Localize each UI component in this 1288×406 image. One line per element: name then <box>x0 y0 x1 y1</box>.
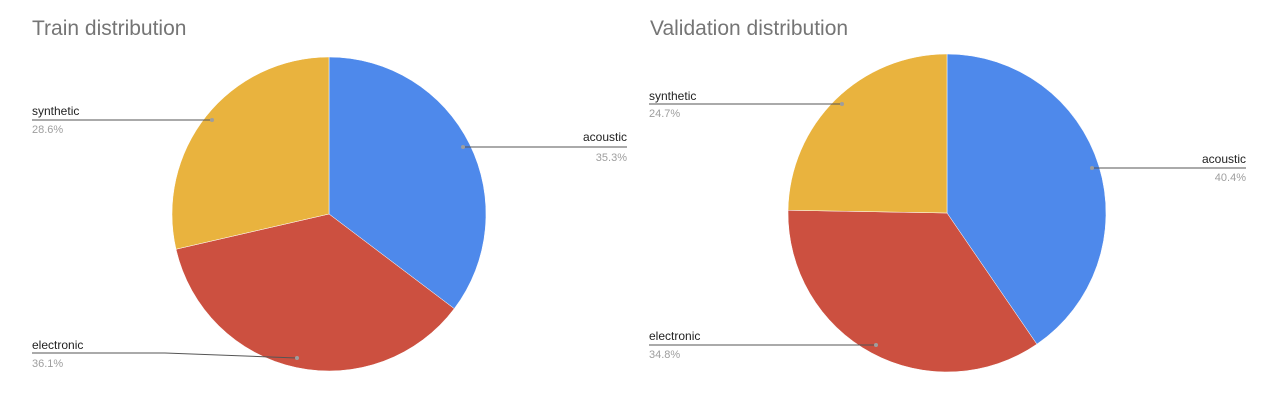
pie-slice-acoustic <box>946 53 1107 345</box>
slice-percent-label: 34.8% <box>649 349 680 361</box>
chart-title: Train distribution <box>32 17 187 40</box>
leader-line <box>32 352 298 359</box>
slice-label-synthetic: synthetic 24.7% <box>649 89 844 120</box>
slice-name-label: electronic <box>32 338 83 352</box>
pie-slice-synthetic <box>171 56 330 250</box>
slice-label-acoustic: acoustic 40.4% <box>1090 152 1246 184</box>
pie-slice-electronic <box>175 213 455 372</box>
slice-name-label: acoustic <box>583 130 627 144</box>
slice-label-electronic: electronic 34.8% <box>649 329 878 361</box>
leader-dot <box>874 343 878 347</box>
slice-percent-label: 35.3% <box>596 152 627 164</box>
train-pie-chart: Train distribution acoustic 35.3% electron… <box>32 17 627 372</box>
slice-label-synthetic: synthetic 28.6% <box>32 104 214 136</box>
slice-label-electronic: electronic 36.1% <box>32 338 299 370</box>
leader-dot <box>461 145 465 149</box>
leader-dot <box>840 102 844 106</box>
slice-name-label: synthetic <box>32 104 79 118</box>
train-pie-svg: acoustic 35.3% electronic 36.1% synthetic 28.… <box>32 56 627 372</box>
validation-pie-svg: acoustic 40.4% electronic 34.8% synthetic 24.… <box>649 53 1246 373</box>
slice-percent-label: 40.4% <box>1215 172 1246 184</box>
slice-label-acoustic: acoustic 35.3% <box>461 130 627 164</box>
slice-name-label: electronic <box>649 329 700 343</box>
slice-name-label: synthetic <box>649 89 696 103</box>
leader-dot <box>295 356 299 360</box>
pie-slice-electronic <box>787 209 1038 373</box>
pie-slice-synthetic <box>787 53 948 214</box>
slice-percent-label: 36.1% <box>32 358 63 370</box>
leader-dot <box>1090 166 1094 170</box>
validation-pie-chart: Validation distribution acoustic 40.4% ele… <box>644 0 1288 406</box>
slice-percent-label: 28.6% <box>32 124 63 136</box>
chart-title: Validation distribution <box>650 17 849 40</box>
pie-slice-acoustic <box>328 56 487 310</box>
slice-percent-label: 24.7% <box>649 108 680 120</box>
leader-dot <box>210 118 214 122</box>
slice-name-label: acoustic <box>1202 152 1246 166</box>
